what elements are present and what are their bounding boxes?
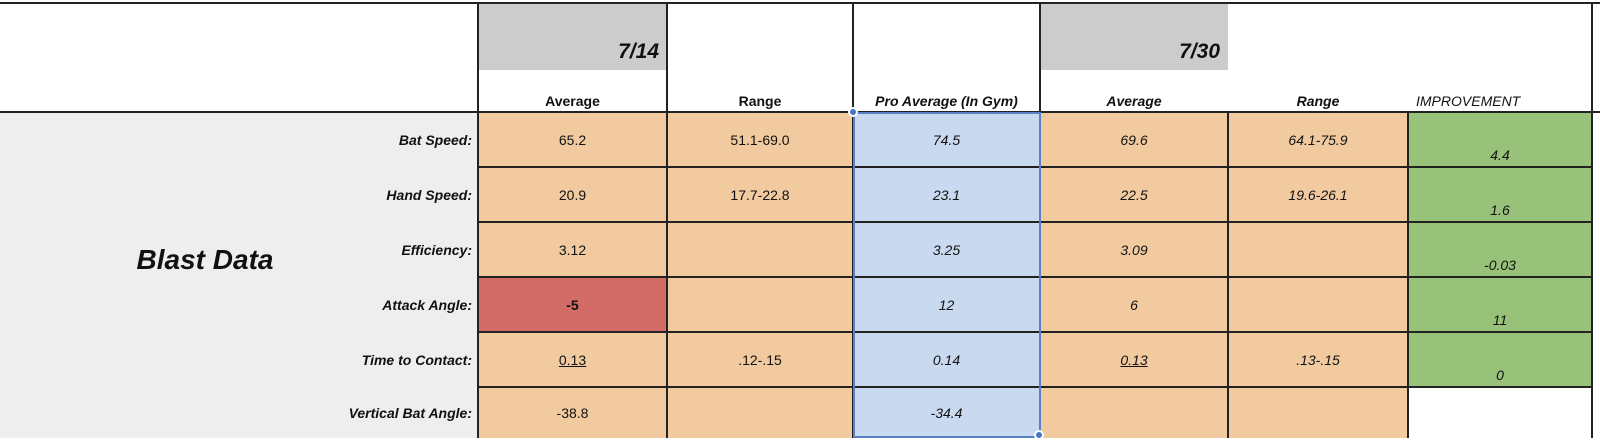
- cell-efficiency-pro[interactable]: 3.25: [853, 222, 1040, 277]
- cell-bat-speed-avg1[interactable]: 65.2: [478, 112, 667, 167]
- column-header-range-1: Range: [738, 93, 782, 109]
- cell-attack-angle-improvement[interactable]: 11: [1408, 277, 1592, 332]
- cell-hand-speed-avg2[interactable]: 22.5: [1040, 167, 1228, 222]
- grid-line-row-5: [478, 386, 1592, 388]
- row-label-vertical-bat-angle: Vertical Bat Angle:: [348, 404, 472, 421]
- grid-line-header-bottom: [0, 111, 1600, 113]
- row-label-efficiency: Efficiency:: [401, 241, 472, 258]
- cell-hand-speed-range2[interactable]: 19.6-26.1: [1228, 167, 1408, 222]
- cell-time-to-contact-avg2[interactable]: 0.13: [1040, 332, 1228, 387]
- cell-vertical-bat-angle-avg1[interactable]: -38.8: [478, 387, 667, 438]
- grid-line-row-2: [478, 221, 1592, 223]
- column-header-average-2: Average: [1106, 93, 1162, 109]
- grid-vline-2: [666, 2, 668, 438]
- cell-hand-speed-pro[interactable]: 23.1: [853, 167, 1040, 222]
- section-title: Blast Data: [136, 244, 274, 275]
- cell-hand-speed-improvement[interactable]: 1.6: [1408, 167, 1592, 222]
- date-header-1: 7/14: [478, 4, 667, 70]
- grid-vline-5: [1227, 112, 1229, 438]
- cell-time-to-contact-pro[interactable]: 0.14: [853, 332, 1040, 387]
- cell-time-to-contact-range2[interactable]: .13-.15: [1228, 332, 1408, 387]
- cell-time-to-contact-range1[interactable]: .12-.15: [667, 332, 853, 387]
- row-label-hand-speed: Hand Speed:: [386, 186, 472, 203]
- cell-attack-angle-avg1[interactable]: -5: [478, 277, 667, 332]
- label-column-background: [0, 112, 478, 438]
- column-header-pro-average: Pro Average (In Gym): [875, 93, 1018, 109]
- grid-line-top: [0, 2, 1600, 4]
- grid-line-row-3: [478, 276, 1592, 278]
- row-label-bat-speed: Bat Speed:: [398, 131, 472, 148]
- grid-vline-1: [477, 2, 479, 438]
- grid-line-row-4: [478, 331, 1592, 333]
- cell-hand-speed-range1[interactable]: 17.7-22.8: [667, 167, 853, 222]
- cell-efficiency-avg2[interactable]: 3.09: [1040, 222, 1228, 277]
- cell-selection-outline[interactable]: [853, 112, 1041, 438]
- cell-hand-speed-avg1[interactable]: 20.9: [478, 167, 667, 222]
- grid-line-row-1: [478, 166, 1592, 168]
- row-label-time-to-contact: Time to Contact:: [361, 351, 472, 368]
- cell-efficiency-avg1[interactable]: 3.12: [478, 222, 667, 277]
- cell-vertical-bat-angle-avg2[interactable]: [1040, 387, 1228, 438]
- cell-time-to-contact-improvement[interactable]: 0: [1408, 332, 1592, 387]
- cell-bat-speed-range2[interactable]: 64.1-75.9: [1228, 112, 1408, 167]
- column-header-improvement: IMPROVEMENT: [1416, 93, 1521, 109]
- cell-vertical-bat-angle-improvement[interactable]: [1408, 387, 1592, 438]
- row-label-attack-angle: Attack Angle:: [382, 296, 472, 313]
- cell-bat-speed-pro[interactable]: 74.5: [853, 112, 1040, 167]
- cell-attack-angle-pro[interactable]: 12: [853, 277, 1040, 332]
- cell-efficiency-range2[interactable]: [1228, 222, 1408, 277]
- cell-attack-angle-range1[interactable]: [667, 277, 853, 332]
- grid-vline-6: [1407, 112, 1409, 438]
- cell-vertical-bat-angle-pro[interactable]: -34.4: [853, 387, 1040, 438]
- selection-handle-top[interactable]: [848, 107, 858, 117]
- cell-bat-speed-improvement[interactable]: 4.4: [1408, 112, 1592, 167]
- cell-attack-angle-range2[interactable]: [1228, 277, 1408, 332]
- column-header-range-2: Range: [1296, 93, 1340, 109]
- cell-efficiency-improvement[interactable]: -0.03: [1408, 222, 1592, 277]
- cell-attack-angle-avg2[interactable]: 6: [1040, 277, 1228, 332]
- date-header-2: 7/30: [1040, 4, 1228, 70]
- selection-handle-bottom[interactable]: [1034, 430, 1044, 440]
- cell-bat-speed-range1[interactable]: 51.1-69.0: [667, 112, 853, 167]
- cell-efficiency-range1[interactable]: [667, 222, 853, 277]
- cell-bat-speed-avg2[interactable]: 69.6: [1040, 112, 1228, 167]
- cell-vertical-bat-angle-range2[interactable]: [1228, 387, 1408, 438]
- column-header-average-1: Average: [545, 93, 600, 109]
- cell-time-to-contact-avg1[interactable]: 0.13: [478, 332, 667, 387]
- grid-vline-7: [1591, 2, 1593, 438]
- cell-vertical-bat-angle-range1[interactable]: [667, 387, 853, 438]
